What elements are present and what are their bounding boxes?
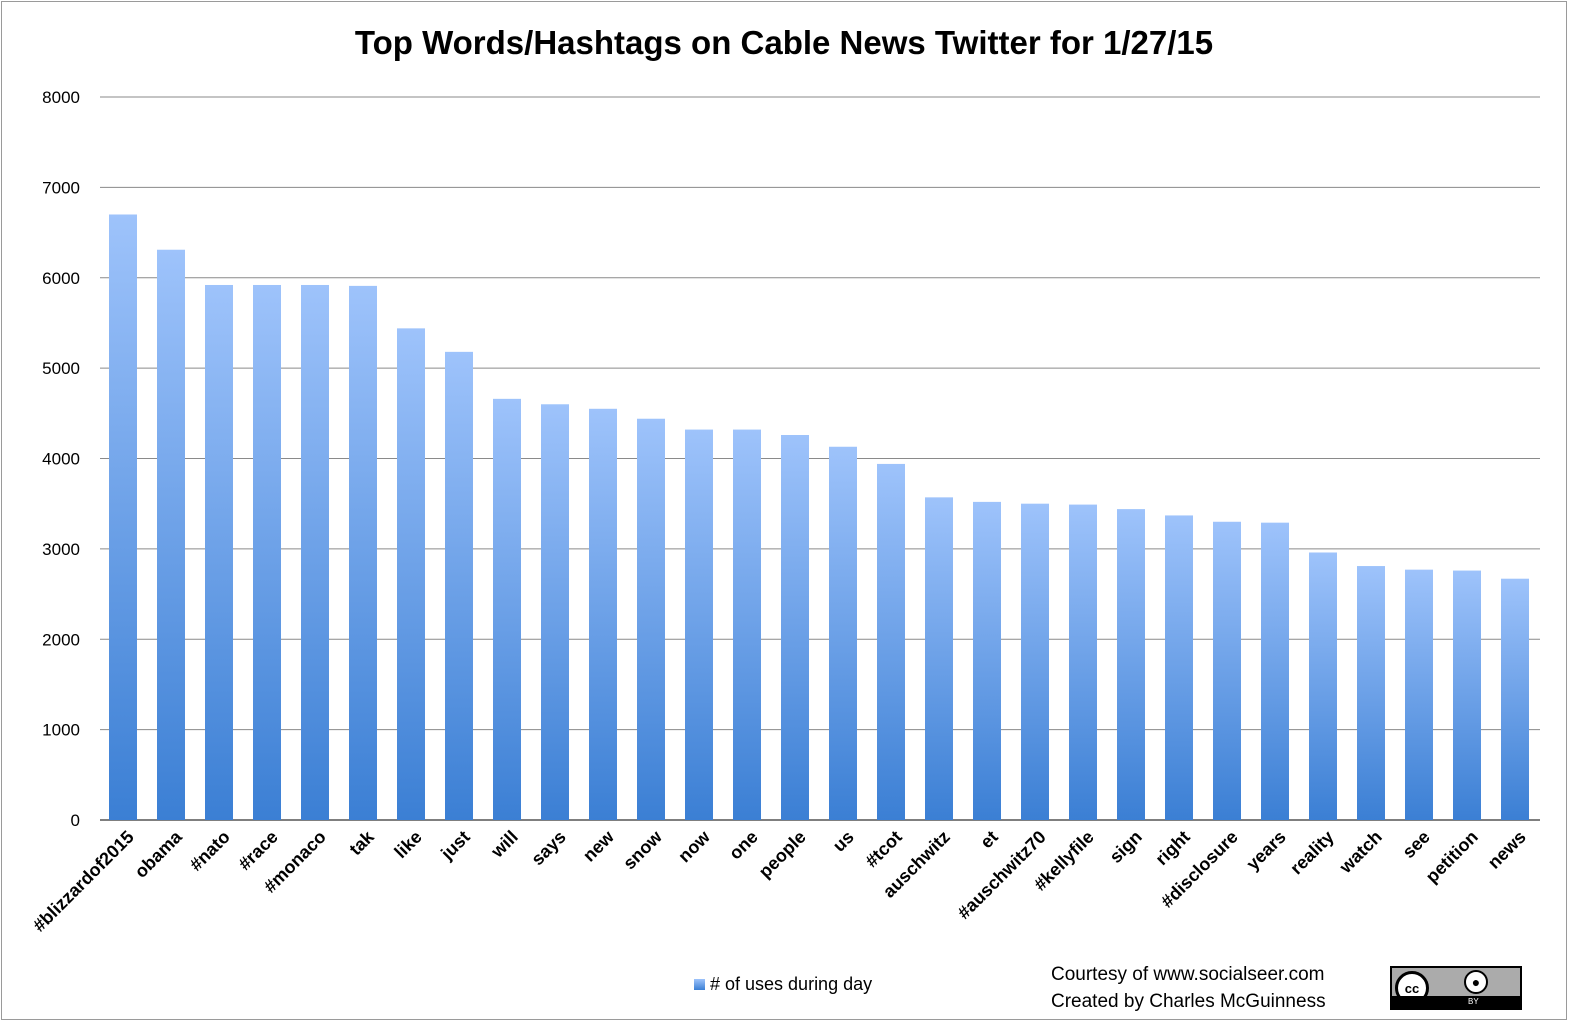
x-tick-label: watch — [1335, 827, 1386, 878]
bar — [1261, 522, 1289, 820]
x-tick-label: sign — [1106, 827, 1146, 867]
credit-line-2: Created by Charles McGuinness — [1051, 991, 1326, 1012]
x-tick-label: now — [674, 826, 714, 866]
y-tick-label: 5000 — [42, 359, 80, 378]
legend-swatch — [694, 979, 705, 990]
cc-license-badge: cc ● BY — [1390, 966, 1522, 1010]
bar — [685, 429, 713, 820]
bar — [1453, 570, 1481, 820]
bar — [157, 249, 185, 820]
x-tick-label: obama — [131, 826, 187, 882]
bar — [541, 404, 569, 820]
bar — [1117, 509, 1145, 820]
y-tick-label: 1000 — [42, 721, 80, 740]
legend: # of uses during day — [694, 974, 872, 995]
chart-title: Top Words/Hashtags on Cable News Twitter… — [354, 24, 1214, 61]
bar — [877, 463, 905, 820]
x-tick-label: will — [486, 827, 521, 862]
bar — [1021, 503, 1049, 820]
x-tick-label: #tcot — [861, 827, 906, 872]
bar — [829, 446, 857, 820]
bar — [1357, 566, 1385, 820]
bar — [1213, 521, 1241, 820]
x-tick-label: #blizzardof2015 — [29, 827, 138, 936]
bar — [253, 284, 281, 821]
x-tick-label: just — [436, 827, 473, 864]
y-tick-label: 0 — [71, 811, 80, 830]
y-tick-label: 2000 — [42, 630, 80, 649]
x-tick-label: tak — [345, 826, 378, 859]
y-tick-label: 7000 — [42, 178, 80, 197]
bar — [205, 284, 233, 821]
x-tick-label: see — [1398, 827, 1433, 862]
credits: Courtesy of www.socialseer.com Created b… — [1051, 961, 1326, 1015]
credit-line-1: Courtesy of www.socialseer.com — [1051, 964, 1325, 985]
bar — [1069, 504, 1097, 820]
x-tick-label: snow — [619, 826, 666, 873]
x-tick-label: petition — [1422, 827, 1482, 887]
x-tick-label: #nato — [186, 827, 234, 875]
by-label: BY — [1468, 997, 1479, 1006]
attribution-person-icon: ● — [1464, 970, 1488, 994]
y-tick-label: 8000 — [42, 88, 80, 107]
bar — [1165, 515, 1193, 820]
badge-strip — [1392, 996, 1520, 1008]
bar — [781, 435, 809, 820]
x-tick-label: right — [1151, 827, 1193, 869]
bar — [589, 408, 617, 820]
x-tick-label: people — [755, 827, 810, 882]
bar — [637, 418, 665, 820]
x-tick-label: et — [976, 827, 1001, 852]
bar — [301, 284, 329, 821]
bar — [1309, 552, 1337, 820]
bar — [733, 429, 761, 820]
x-tick-label: like — [390, 827, 425, 862]
bar — [109, 214, 137, 821]
x-tick-label: one — [725, 827, 762, 864]
y-tick-label: 6000 — [42, 269, 80, 288]
x-tick-label: news — [1484, 827, 1530, 873]
bar — [397, 328, 425, 820]
bar — [1501, 578, 1529, 820]
bar — [349, 285, 377, 820]
bar — [1405, 569, 1433, 820]
x-tick-label: reality — [1286, 827, 1338, 879]
bar — [445, 351, 473, 820]
x-tick-label: years — [1242, 827, 1289, 874]
x-tick-label: us — [829, 827, 858, 856]
bar — [493, 398, 521, 820]
bar — [973, 501, 1001, 820]
y-tick-label: 3000 — [42, 540, 80, 559]
x-tick-label: new — [579, 826, 619, 866]
bar — [925, 497, 953, 820]
legend-label: # of uses during day — [710, 974, 873, 994]
x-tick-label: says — [527, 827, 569, 869]
y-tick-label: 4000 — [42, 450, 80, 469]
